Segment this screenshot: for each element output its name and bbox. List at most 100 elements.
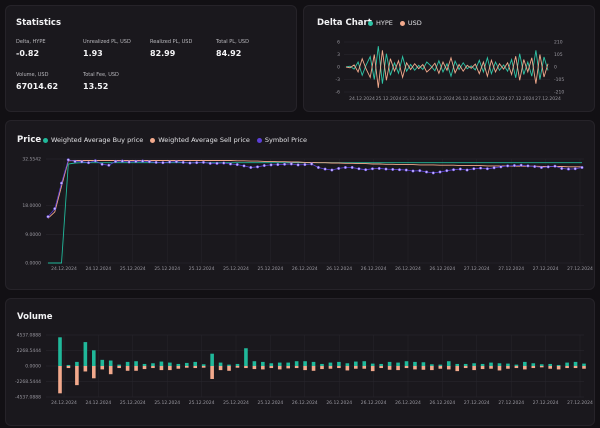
- legend-item-hype[interactable]: HYPE: [368, 19, 393, 27]
- symbol-price-point: [573, 167, 577, 171]
- x-tick-label: 26.12.2024: [361, 400, 387, 406]
- symbol-price-point: [73, 159, 77, 163]
- volume-buy-bar: [142, 363, 147, 366]
- volume-buy-bar: [497, 363, 502, 366]
- volume-sell-bar: [83, 366, 88, 372]
- price-chart-title: Price: [17, 135, 42, 145]
- volume-sell-bar: [193, 366, 198, 369]
- volume-buy-bar: [463, 363, 468, 366]
- volume-sell-bar: [556, 366, 561, 370]
- volume-buy-bar: [506, 363, 510, 366]
- x-tick-label: 27.12.2024: [498, 266, 524, 272]
- volume-sell-bar: [168, 366, 172, 371]
- volume-buy-bar: [556, 364, 561, 366]
- symbol-price-point: [391, 167, 395, 171]
- volume-sell-bar: [573, 366, 578, 369]
- y2-tick-label: 210: [554, 40, 563, 46]
- y-tick-label: 18.0000: [22, 203, 41, 209]
- y-tick-label: 0.0000: [25, 261, 41, 267]
- volume-buy-bar: [252, 361, 257, 366]
- legend-item-sell-price[interactable]: Weighted Average Sell price: [150, 136, 250, 144]
- volume-buy-bar: [480, 363, 485, 366]
- symbol-price-point: [431, 171, 435, 175]
- volume-buy-bar: [345, 363, 350, 366]
- legend-item-buy-price[interactable]: Weighted Average Buy price: [43, 136, 143, 144]
- stat-value: 67014.62: [16, 82, 59, 91]
- volume-buy-bar: [337, 361, 341, 366]
- symbol-price-point: [357, 167, 361, 171]
- legend-dot-icon: [399, 20, 405, 26]
- y-tick-label: 2268.5444: [17, 348, 41, 354]
- volume-buy-bar: [472, 363, 476, 366]
- symbol-price-point: [411, 169, 415, 173]
- x-tick-label: 25.12.2024: [120, 266, 146, 272]
- volume-sell-bar: [261, 366, 265, 370]
- symbol-price-point: [215, 161, 219, 165]
- legend-dot-icon: [150, 137, 156, 143]
- volume-sell-bar: [497, 366, 502, 371]
- legend-item-symbol-price[interactable]: Symbol Price: [256, 136, 307, 144]
- volume-sell-bar: [117, 366, 121, 369]
- volume-sell-bar: [218, 366, 223, 371]
- volume-sell-bar: [506, 366, 510, 369]
- price-chart-plot[interactable]: 32.5542 18.0000 9.0000 0.0000 24.12.2024 24.1…: [6, 146, 594, 290]
- symbol-price-point: [343, 165, 347, 170]
- volume-sell-bar: [235, 366, 240, 368]
- x-tick-label: 25.12.2024: [223, 266, 249, 272]
- volume-sell-bar: [396, 366, 400, 371]
- legend-item-usd[interactable]: USD: [399, 19, 422, 27]
- volume-buy-bar: [227, 364, 231, 366]
- volume-buy-bar: [320, 363, 324, 366]
- delta-legend: HYPE USD: [368, 19, 429, 27]
- volume-buy-bar: [523, 361, 527, 366]
- symbol-price-point: [404, 168, 408, 172]
- symbol-price-point: [262, 164, 266, 168]
- symbol-price-point: [424, 170, 429, 174]
- stat-total-fee: Total Fee, USD 13.52: [83, 72, 119, 91]
- volume-chart-plot[interactable]: 4537.0888 2268.5444 0.0000 -2268.5444 -4537.…: [6, 323, 594, 426]
- symbol-price-point: [93, 159, 97, 163]
- volume-sell-bar: [151, 366, 155, 369]
- y-tick-label: 4537.0888: [17, 333, 41, 339]
- volume-buy-bar: [531, 363, 536, 366]
- y-tick-label: 3: [337, 52, 340, 58]
- volume-buy-bar: [370, 363, 375, 366]
- stat-label: Total Fee, USD: [83, 72, 119, 78]
- volume-sell-bar: [184, 366, 189, 368]
- symbol-price-point: [350, 165, 354, 170]
- symbol-price-point: [289, 162, 293, 166]
- volume-buy-bar: [75, 361, 79, 366]
- volume-buy-bar: [108, 360, 113, 366]
- volume-sell-bar: [311, 366, 316, 371]
- x-tick-label: 25.12.2024: [376, 96, 402, 102]
- volume-buy-bar: [396, 362, 400, 366]
- stat-label: Total PL, USD: [216, 39, 249, 45]
- symbol-price-point: [452, 168, 456, 172]
- symbol-price-point: [330, 168, 334, 172]
- delta-chart-card: Delta Chart HYPE USD 6 3 0 -3 -6 210 105 0 -105 -…: [303, 5, 595, 112]
- legend-label: HYPE: [376, 19, 393, 27]
- volume-sell-bar: [252, 366, 257, 370]
- x-tick-label: 25.12.2024: [402, 96, 428, 102]
- y2-tick-label: -210: [554, 90, 564, 96]
- delta-chart-title: Delta Chart: [317, 18, 372, 28]
- volume-buy-bar: [244, 348, 248, 366]
- symbol-price-point: [134, 159, 138, 163]
- symbol-price-point: [370, 167, 375, 171]
- volume-buy-bar: [269, 363, 274, 366]
- x-tick-label: 27.12.2024: [464, 400, 490, 406]
- volume-sell-bar: [523, 366, 527, 370]
- symbol-price-point: [580, 165, 584, 170]
- stat-label: Unrealized PL, USD: [83, 39, 131, 45]
- volume-sell-bar: [430, 366, 434, 371]
- volume-sell-bar: [404, 366, 409, 369]
- symbol-price-point: [87, 161, 91, 165]
- symbol-price-point: [492, 166, 496, 170]
- volume-sell-bar: [134, 366, 138, 371]
- volume-buy-bar: [548, 363, 552, 366]
- symbol-price-point: [141, 159, 145, 163]
- symbol-price-point: [107, 163, 111, 167]
- volume-buy-bar: [328, 362, 333, 366]
- volume-buy-bar: [235, 363, 240, 366]
